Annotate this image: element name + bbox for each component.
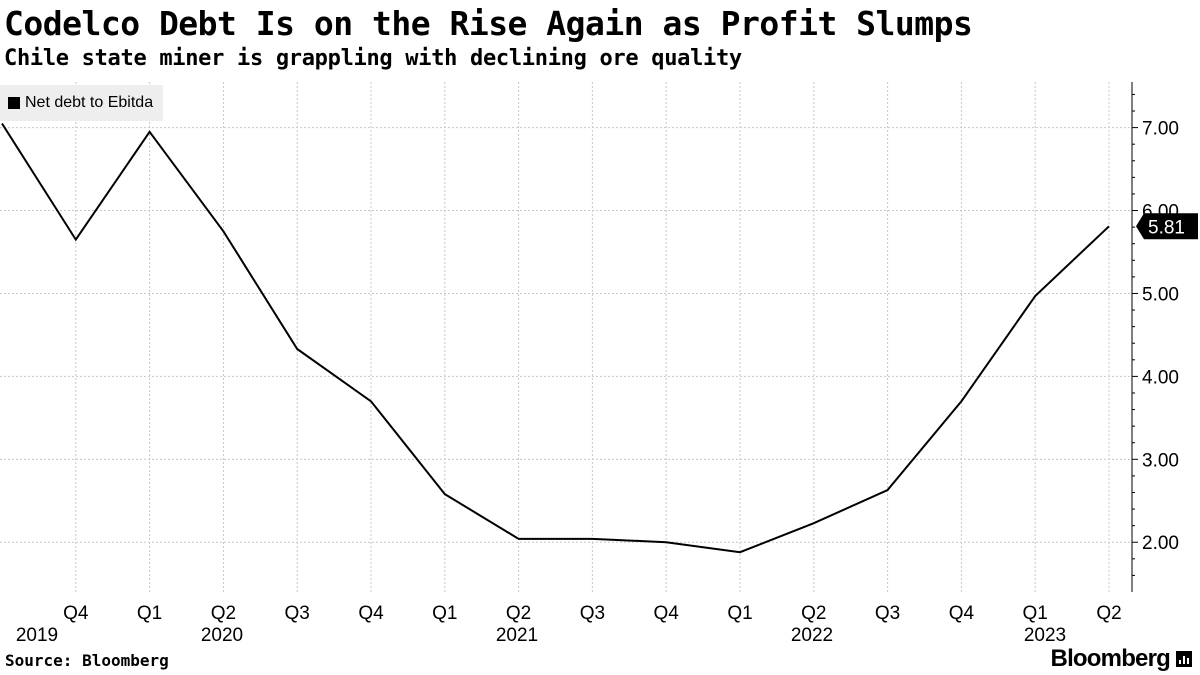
grid-lines bbox=[0, 82, 1132, 592]
y-tick-label: 7.00 bbox=[1142, 119, 1179, 140]
x-tick-label: Q1 bbox=[727, 603, 752, 624]
chart-title: Codelco Debt Is on the Rise Again as Pro… bbox=[4, 4, 973, 43]
x-tick-label: Q4 bbox=[63, 603, 89, 624]
y-tick-label: 5.00 bbox=[1142, 284, 1179, 305]
data-point bbox=[370, 400, 372, 402]
data-point bbox=[1034, 295, 1036, 297]
x-tick-label: Q3 bbox=[875, 603, 900, 624]
data-point bbox=[296, 348, 298, 350]
data-point bbox=[813, 522, 815, 524]
x-tick-label: Q4 bbox=[654, 603, 680, 624]
data-point bbox=[739, 551, 741, 553]
data-point bbox=[1108, 225, 1110, 227]
x-tick-label: Q4 bbox=[358, 603, 384, 624]
data-point bbox=[518, 538, 520, 540]
x-year-label: 2019 bbox=[16, 625, 58, 646]
source-note: Source: Bloomberg bbox=[5, 651, 169, 670]
x-year-label: 2023 bbox=[1024, 625, 1066, 646]
x-tick-label: Q2 bbox=[1096, 603, 1121, 624]
series-line bbox=[1, 122, 1110, 554]
x-tick-label: Q2 bbox=[506, 603, 531, 624]
x-tick-label: Q4 bbox=[949, 603, 975, 624]
y-tick-label: 4.00 bbox=[1142, 367, 1179, 388]
x-tick-label: Q1 bbox=[137, 603, 162, 624]
data-point bbox=[960, 400, 962, 402]
last-value-label: 5.81 bbox=[1148, 217, 1185, 238]
x-tick-label: Q3 bbox=[580, 603, 605, 624]
data-point bbox=[665, 541, 667, 543]
x-year-label: 2020 bbox=[201, 625, 243, 646]
data-point bbox=[887, 489, 889, 491]
data-point bbox=[222, 230, 224, 232]
x-tick-label: Q2 bbox=[801, 603, 826, 624]
y-tick-label: 3.00 bbox=[1142, 450, 1179, 471]
last-value-badge bbox=[1136, 213, 1198, 240]
y-tick-label: 2.00 bbox=[1142, 533, 1179, 554]
legend: Net debt to Ebitda bbox=[0, 85, 164, 121]
x-tick-label: Q2 bbox=[211, 603, 236, 624]
bloomberg-logo: Bloomberg bbox=[1051, 645, 1192, 673]
x-axis: Q4 Q1 Q2 Q3 Q4 Q1 Q2 Q3 Q4 Q1 Q2 Q3 Q4 Q1 Q2 2019 2020 20… bbox=[16, 603, 1122, 646]
y-axis: 2.003.004.005.006.007.00 bbox=[1131, 82, 1179, 592]
series-group: 5.81 bbox=[1, 122, 1198, 554]
brand-wordmark: Bloomberg bbox=[1050, 645, 1171, 672]
x-tick-label: Q1 bbox=[432, 603, 457, 624]
data-point bbox=[591, 538, 593, 540]
legend-swatch bbox=[8, 97, 20, 109]
x-tick-label: Q3 bbox=[285, 603, 310, 624]
legend-label: Net debt to Ebitda bbox=[25, 94, 154, 111]
data-point bbox=[149, 131, 151, 133]
data-point bbox=[75, 239, 77, 241]
chart-subtitle: Chile state miner is grappling with decl… bbox=[4, 46, 742, 71]
x-tick-label: Q1 bbox=[1023, 603, 1048, 624]
x-year-label: 2022 bbox=[791, 625, 833, 646]
x-year-label: 2021 bbox=[496, 625, 538, 646]
data-point bbox=[444, 493, 446, 495]
bar-chart-icon bbox=[1176, 651, 1192, 667]
data-point bbox=[1, 122, 3, 124]
